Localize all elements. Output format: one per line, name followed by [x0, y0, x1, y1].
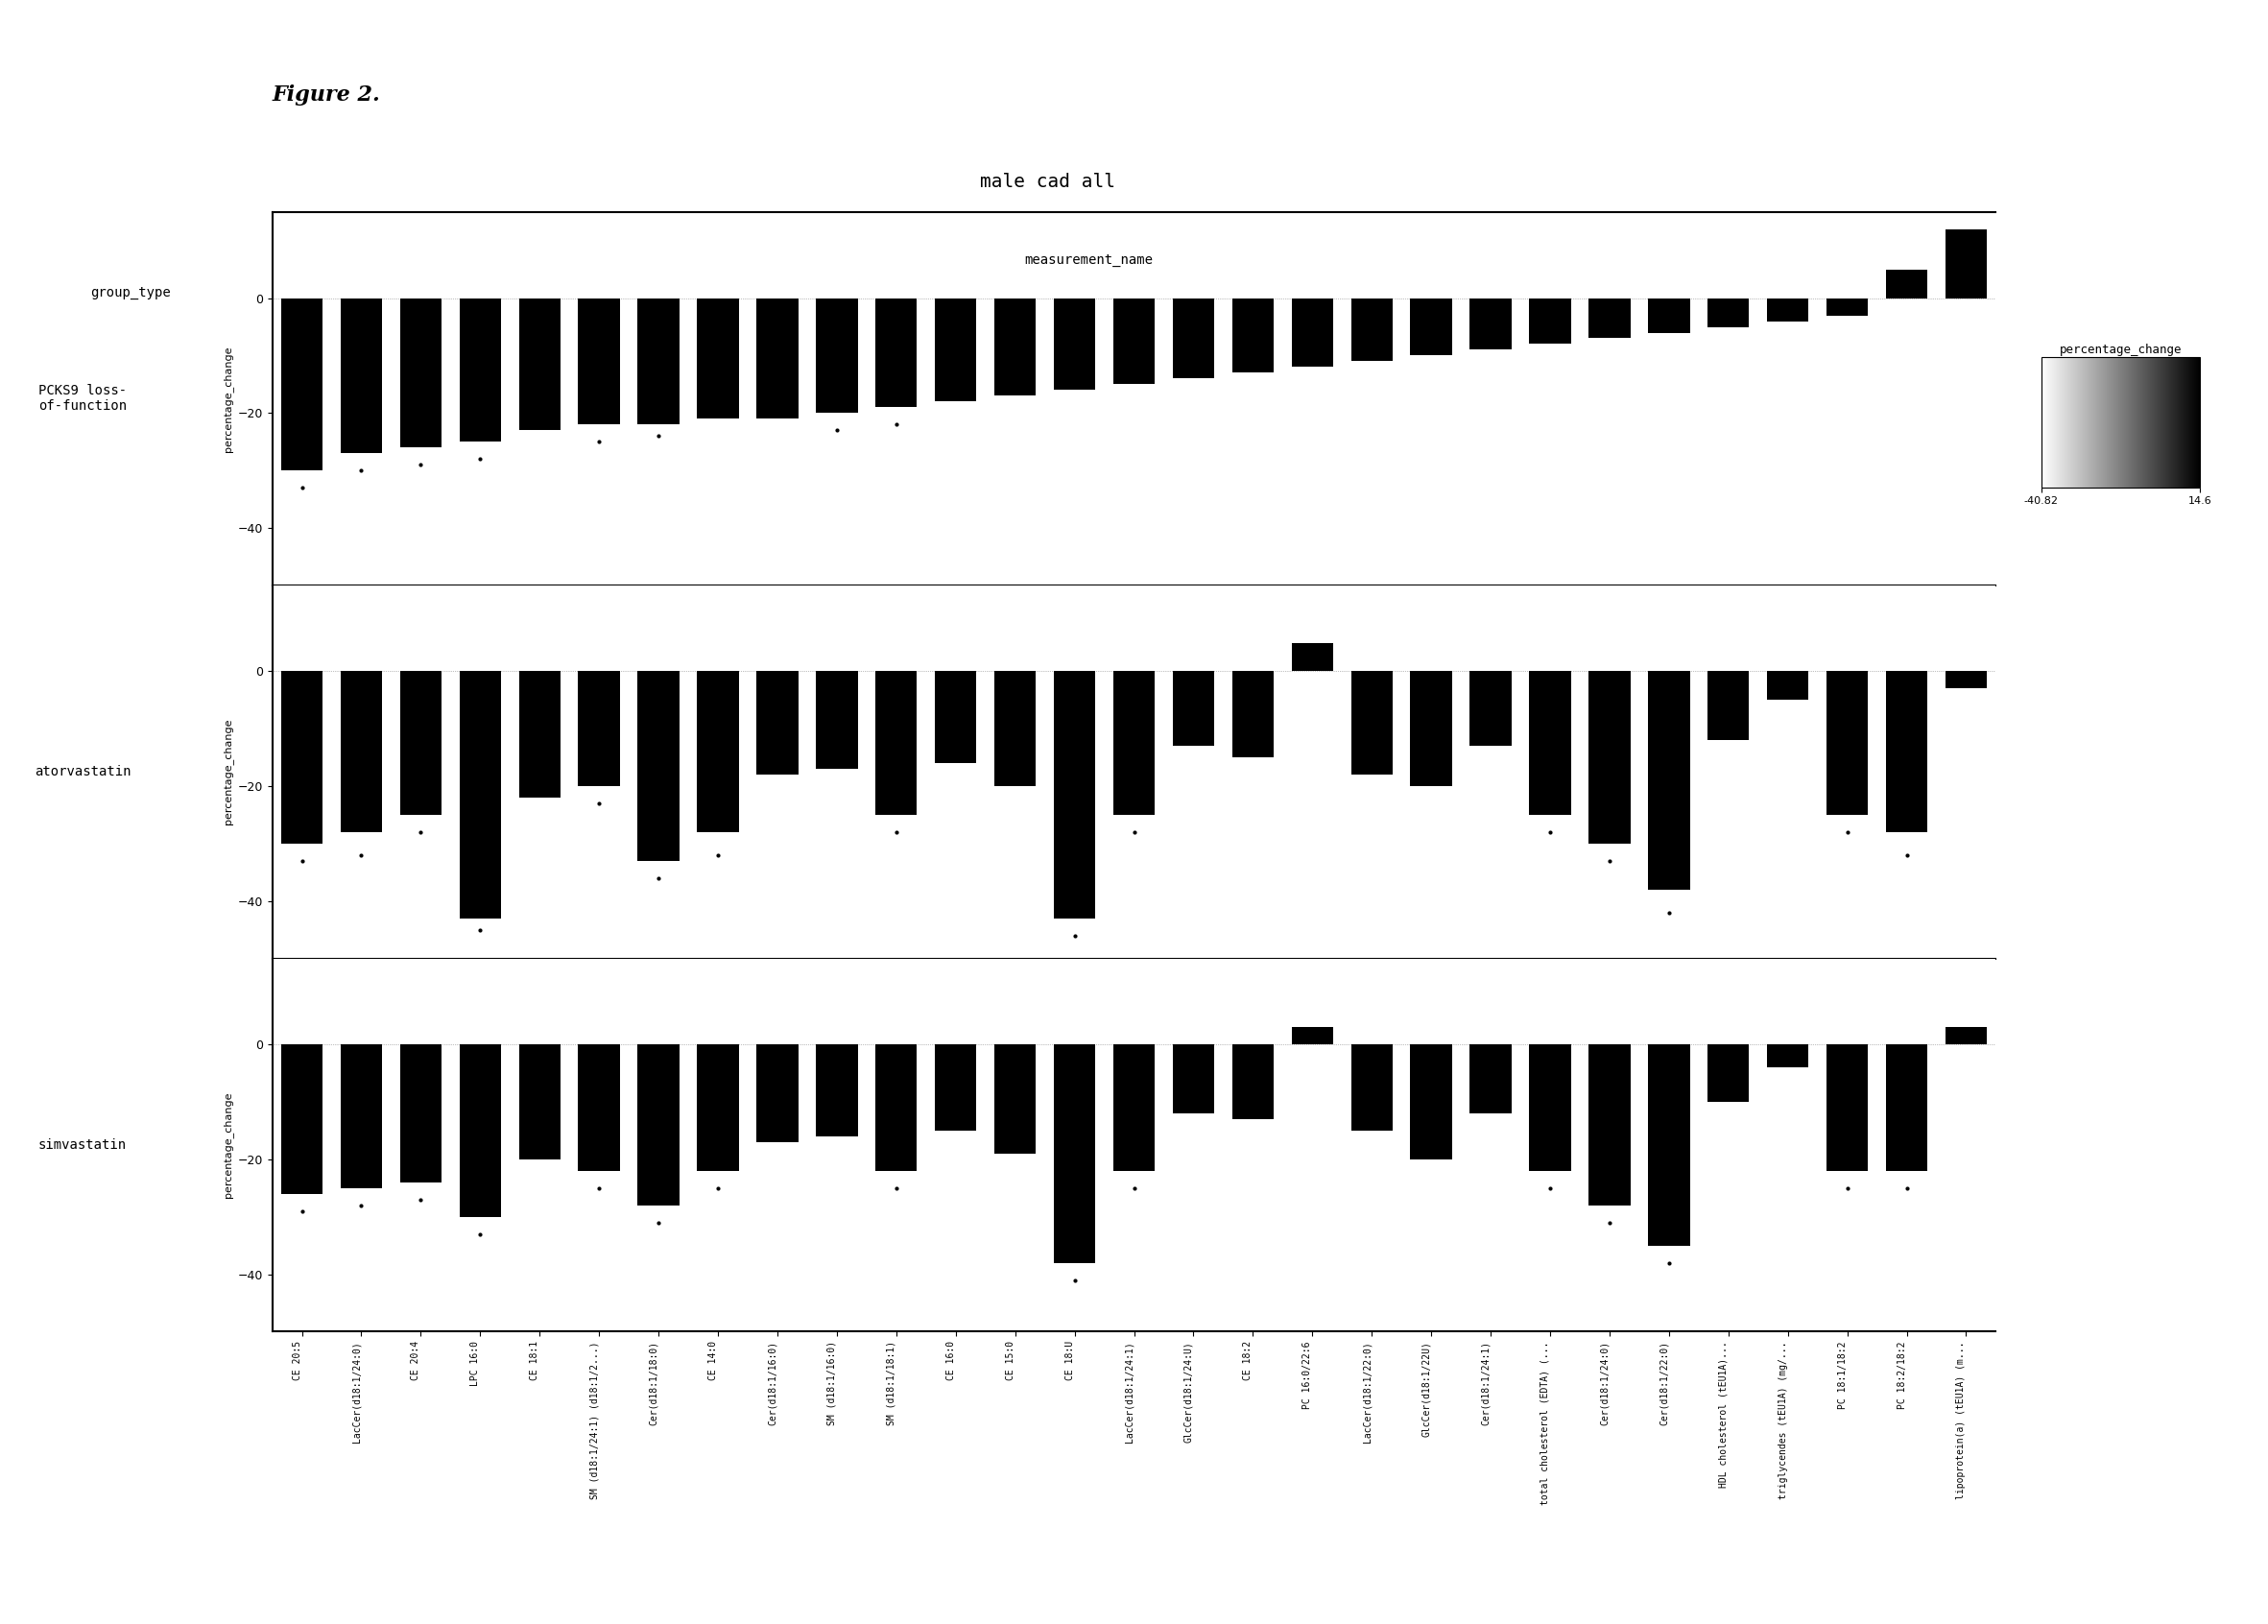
Bar — [993, 671, 1036, 786]
Y-axis label: percentage_change: percentage_change — [222, 719, 234, 825]
Bar — [1055, 671, 1095, 918]
Bar — [696, 299, 739, 419]
Bar — [1767, 671, 1808, 700]
Bar — [1114, 299, 1154, 385]
Bar — [1529, 1044, 1572, 1171]
Bar — [758, 671, 798, 775]
Bar — [637, 671, 680, 861]
Bar — [993, 299, 1036, 396]
Bar — [1649, 299, 1690, 333]
Bar — [1411, 1044, 1452, 1160]
Bar — [875, 299, 916, 408]
Bar — [1411, 299, 1452, 356]
Bar — [281, 671, 322, 843]
Y-axis label: percentage_change: percentage_change — [222, 346, 234, 451]
Bar — [934, 671, 978, 763]
Bar — [1055, 1044, 1095, 1263]
Text: simvastatin: simvastatin — [39, 1138, 127, 1151]
Bar — [696, 1044, 739, 1171]
Bar — [1173, 299, 1213, 378]
Text: atorvastatin: atorvastatin — [34, 765, 132, 778]
Bar — [875, 671, 916, 815]
Bar — [460, 671, 501, 918]
Text: measurement_name: measurement_name — [1025, 253, 1152, 266]
Bar — [1887, 671, 1928, 831]
Bar — [1529, 299, 1572, 344]
Bar — [1708, 671, 1749, 741]
Bar — [1946, 229, 1987, 299]
Text: group_type: group_type — [91, 286, 170, 299]
Bar — [1767, 1044, 1808, 1067]
Text: male cad all: male cad all — [980, 172, 1116, 192]
Bar — [1114, 671, 1154, 815]
Bar — [1708, 299, 1749, 326]
Bar — [1946, 671, 1987, 689]
Bar — [1411, 671, 1452, 786]
Bar — [1173, 1044, 1213, 1114]
Bar — [1708, 1044, 1749, 1103]
Bar — [1826, 299, 1869, 315]
Bar — [460, 299, 501, 442]
Bar — [1290, 643, 1334, 671]
Bar — [281, 1044, 322, 1194]
Bar — [1290, 299, 1334, 367]
Bar — [1114, 1044, 1154, 1171]
Text: PCKS9 loss-
of-function: PCKS9 loss- of-function — [39, 385, 127, 412]
Bar — [1470, 299, 1510, 349]
Bar — [1649, 671, 1690, 890]
Bar — [1352, 671, 1393, 775]
Bar — [1588, 671, 1631, 843]
Bar — [758, 1044, 798, 1142]
Bar — [399, 299, 442, 448]
Bar — [1470, 671, 1510, 745]
Bar — [578, 671, 619, 786]
Bar — [519, 671, 560, 797]
Bar — [1767, 299, 1808, 322]
Bar — [1946, 1028, 1987, 1044]
Bar — [578, 1044, 619, 1171]
Bar — [1588, 1044, 1631, 1205]
Bar — [993, 1044, 1036, 1153]
Bar — [578, 299, 619, 424]
Title: percentage_change: percentage_change — [2059, 344, 2182, 356]
Bar — [1232, 1044, 1275, 1119]
Bar — [1290, 1028, 1334, 1044]
Bar — [340, 1044, 381, 1189]
Bar — [340, 671, 381, 831]
Bar — [816, 671, 857, 770]
Bar — [519, 299, 560, 430]
Bar — [816, 1044, 857, 1137]
Y-axis label: percentage_change: percentage_change — [222, 1091, 234, 1199]
Bar — [875, 1044, 916, 1171]
Bar — [1232, 671, 1275, 757]
Bar — [816, 299, 857, 412]
Bar — [1232, 299, 1275, 374]
Bar — [1470, 1044, 1510, 1114]
Bar — [934, 1044, 978, 1130]
Bar — [1352, 299, 1393, 361]
Bar — [1529, 671, 1572, 815]
Bar — [696, 671, 739, 831]
Bar — [637, 299, 680, 424]
Bar — [519, 1044, 560, 1160]
Bar — [1887, 270, 1928, 299]
Bar — [1887, 1044, 1928, 1171]
Bar — [758, 299, 798, 419]
Bar — [1588, 299, 1631, 338]
Bar — [1826, 1044, 1869, 1171]
Bar — [934, 299, 978, 401]
Bar — [1649, 1044, 1690, 1246]
Bar — [340, 299, 381, 453]
Bar — [1352, 1044, 1393, 1130]
Bar — [1826, 671, 1869, 815]
Bar — [1055, 299, 1095, 390]
Bar — [637, 1044, 680, 1205]
Bar — [281, 299, 322, 471]
Bar — [399, 671, 442, 815]
Bar — [399, 1044, 442, 1182]
Bar — [460, 1044, 501, 1216]
Text: Figure 2.: Figure 2. — [272, 84, 381, 106]
Bar — [1173, 671, 1213, 745]
